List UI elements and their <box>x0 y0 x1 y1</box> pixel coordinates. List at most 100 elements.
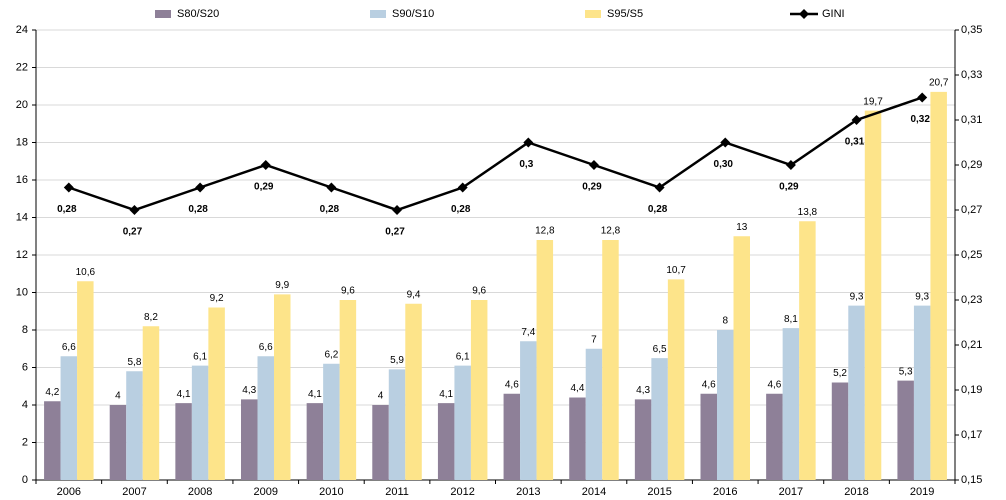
marker <box>720 137 731 148</box>
bar <box>109 405 127 480</box>
y2-tick-label: 0,29 <box>961 159 982 171</box>
y-tick-label: 14 <box>16 211 28 223</box>
y2-tick-label: 0,27 <box>961 204 982 216</box>
value-label: 5,8 <box>128 357 142 368</box>
bar <box>191 365 209 480</box>
x-tick-label: 2011 <box>385 486 409 498</box>
value-label: 5,3 <box>899 366 913 377</box>
bar <box>60 356 78 480</box>
bar <box>503 393 521 480</box>
value-label: 7,4 <box>521 327 535 338</box>
y-tick-label: 20 <box>16 99 28 111</box>
value-label: 0,32 <box>910 114 930 125</box>
value-label: 5,2 <box>833 368 847 379</box>
value-label: 6,2 <box>324 349 338 360</box>
bar <box>782 328 800 480</box>
y-tick-label: 18 <box>16 136 28 148</box>
value-label: 13 <box>736 222 748 233</box>
value-label: 8,2 <box>144 312 158 323</box>
y-tick-label: 12 <box>16 249 28 261</box>
value-label: 19,7 <box>863 96 883 107</box>
y2-tick-label: 0,23 <box>961 294 982 306</box>
value-label: 4,6 <box>767 379 781 390</box>
value-label: 0,30 <box>714 159 734 170</box>
bar <box>520 341 537 480</box>
bar <box>274 294 291 480</box>
y-tick-label: 4 <box>22 399 28 411</box>
value-label: 4 <box>115 391 121 402</box>
bar <box>536 240 554 480</box>
legend-label: S80/S20 <box>177 8 219 20</box>
value-label: 7 <box>591 334 597 345</box>
y-tick-label: 10 <box>16 286 28 298</box>
value-label: 0,28 <box>648 204 668 215</box>
y2-tick-label: 0,17 <box>961 429 982 441</box>
value-label: 8,1 <box>784 314 798 325</box>
marker <box>523 137 534 148</box>
legend-swatch <box>155 10 171 18</box>
value-label: 0,3 <box>519 159 533 170</box>
legend-marker <box>799 9 809 19</box>
bar <box>257 356 274 480</box>
value-label: 0,28 <box>57 204 77 215</box>
marker <box>129 205 140 215</box>
y2-tick-label: 0,19 <box>961 384 982 396</box>
marker <box>260 160 271 170</box>
value-label: 0,29 <box>254 182 274 193</box>
value-label: 9,4 <box>407 289 421 300</box>
marker <box>785 160 796 170</box>
bar <box>930 91 947 480</box>
bar <box>667 279 685 480</box>
bar <box>831 382 849 480</box>
bar <box>454 365 471 480</box>
value-label: 0,28 <box>451 204 471 215</box>
x-tick-label: 2010 <box>319 486 343 498</box>
y2-tick-label: 0,35 <box>961 24 982 36</box>
bar <box>208 307 225 480</box>
value-label: 4,4 <box>571 383 585 394</box>
value-label: 9,2 <box>210 293 224 304</box>
value-label: 4,2 <box>45 387 59 398</box>
legend-label: S95/S5 <box>607 8 643 20</box>
marker <box>326 182 337 193</box>
legend-swatch <box>370 10 386 18</box>
bar <box>405 303 422 480</box>
bar <box>175 403 192 480</box>
value-label: 8 <box>722 316 728 327</box>
value-label: 4,1 <box>308 389 322 400</box>
marker <box>851 115 862 125</box>
bar <box>241 399 258 480</box>
value-label: 4,1 <box>439 389 453 400</box>
value-label: 10,7 <box>666 265 686 276</box>
bar <box>44 401 61 480</box>
x-tick-label: 2019 <box>910 486 934 498</box>
marker <box>917 92 928 103</box>
value-label: 13,8 <box>798 207 818 218</box>
value-label: 9,3 <box>915 291 929 302</box>
bar <box>470 300 488 480</box>
y2-tick-label: 0,15 <box>961 474 982 486</box>
value-label: 6,6 <box>62 342 76 353</box>
bar <box>437 403 455 480</box>
value-label: 0,28 <box>188 204 208 215</box>
value-label: 4,3 <box>242 385 256 396</box>
line <box>68 96 923 212</box>
y2-tick-label: 0,33 <box>961 69 982 81</box>
y-tick-label: 2 <box>22 436 28 448</box>
legend-label: S90/S10 <box>392 8 434 20</box>
x-tick-label: 2014 <box>582 486 606 498</box>
x-tick-label: 2009 <box>254 486 278 498</box>
bar <box>651 358 668 480</box>
x-tick-label: 2012 <box>450 486 474 498</box>
value-label: 9,6 <box>472 286 486 297</box>
value-label: 0,27 <box>123 227 143 238</box>
value-label: 6,5 <box>653 344 667 355</box>
bar <box>142 326 160 480</box>
bar <box>323 363 340 480</box>
value-label: 20,7 <box>929 78 949 89</box>
bar <box>388 369 406 480</box>
value-label: 10,6 <box>76 267 96 278</box>
value-label: 4,1 <box>177 389 191 400</box>
bar <box>848 305 865 480</box>
value-label: 4,6 <box>505 379 519 390</box>
